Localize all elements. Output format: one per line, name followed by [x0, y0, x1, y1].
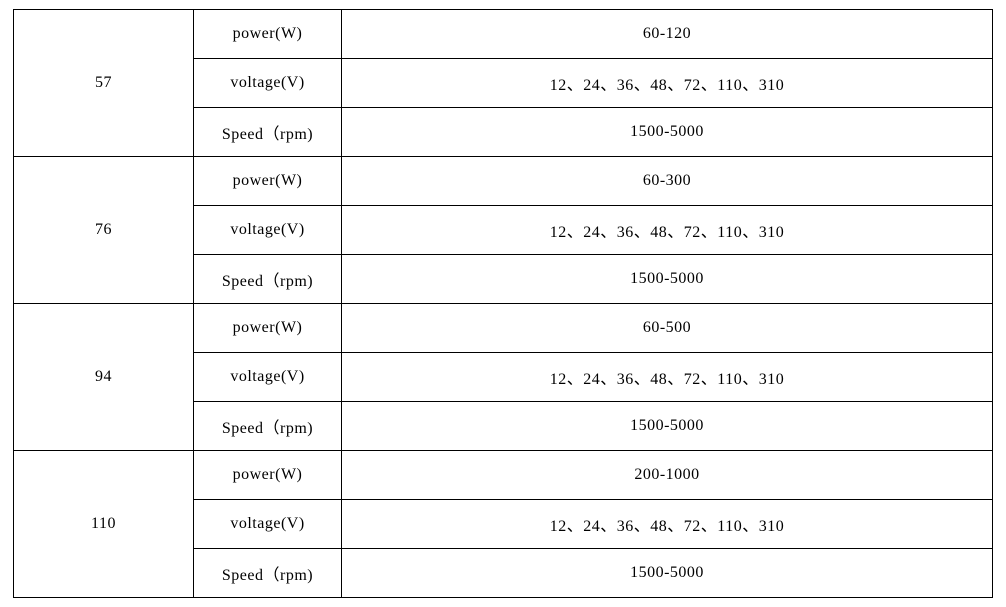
param-label-cell: Speed（rpm) — [194, 402, 342, 451]
param-label-cell: power(W) — [194, 304, 342, 353]
spec-table-body: 57 power(W) 60-120 voltage(V) 12、24、36、4… — [14, 10, 993, 598]
table-row: 94 power(W) 60-500 — [14, 304, 993, 353]
spec-table-container: 57 power(W) 60-120 voltage(V) 12、24、36、4… — [13, 9, 993, 598]
param-label-cell: Speed（rpm) — [194, 108, 342, 157]
param-value-cell: 1500-5000 — [342, 255, 993, 304]
param-value-cell: 12、24、36、48、72、110、310 — [342, 353, 993, 402]
param-value-cell: 12、24、36、48、72、110、310 — [342, 59, 993, 108]
table-row: 110 power(W) 200-1000 — [14, 451, 993, 500]
param-label-cell: power(W) — [194, 157, 342, 206]
group-id-cell: 94 — [14, 304, 194, 451]
param-value-cell: 200-1000 — [342, 451, 993, 500]
param-value-cell: 1500-5000 — [342, 108, 993, 157]
param-value-cell: 1500-5000 — [342, 402, 993, 451]
param-label-cell: voltage(V) — [194, 500, 342, 549]
param-label-cell: power(W) — [194, 451, 342, 500]
table-row: 76 power(W) 60-300 — [14, 157, 993, 206]
param-label-cell: Speed（rpm) — [194, 549, 342, 598]
group-id-cell: 76 — [14, 157, 194, 304]
param-value-cell: 60-500 — [342, 304, 993, 353]
param-value-cell: 12、24、36、48、72、110、310 — [342, 500, 993, 549]
param-value-cell: 60-120 — [342, 10, 993, 59]
param-label-cell: voltage(V) — [194, 59, 342, 108]
param-label-cell: power(W) — [194, 10, 342, 59]
param-label-cell: voltage(V) — [194, 353, 342, 402]
param-value-cell: 12、24、36、48、72、110、310 — [342, 206, 993, 255]
param-label-cell: voltage(V) — [194, 206, 342, 255]
param-label-cell: Speed（rpm) — [194, 255, 342, 304]
param-value-cell: 60-300 — [342, 157, 993, 206]
table-row: 57 power(W) 60-120 — [14, 10, 993, 59]
param-value-cell: 1500-5000 — [342, 549, 993, 598]
group-id-cell: 57 — [14, 10, 194, 157]
group-id-cell: 110 — [14, 451, 194, 598]
spec-table: 57 power(W) 60-120 voltage(V) 12、24、36、4… — [13, 9, 993, 598]
